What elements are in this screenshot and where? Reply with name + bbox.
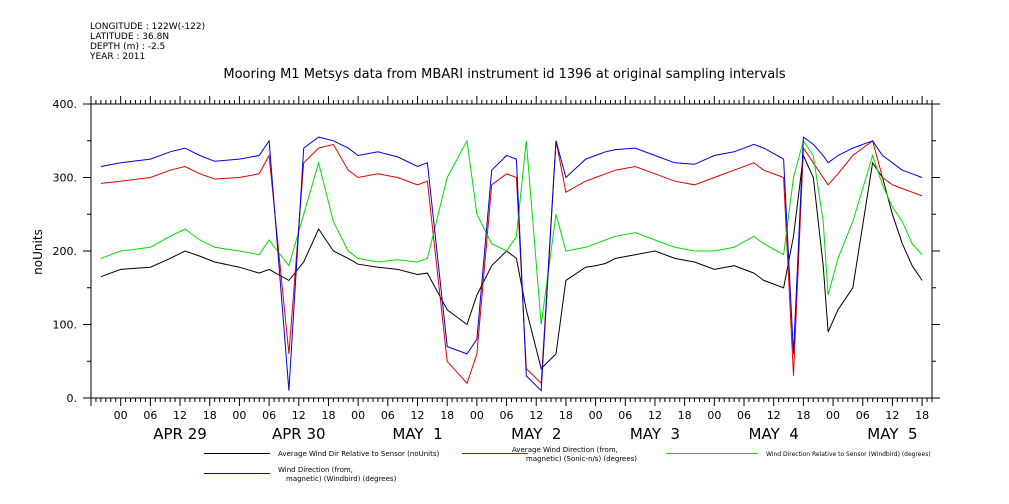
x-hour-tick-label: 18 [203, 409, 217, 422]
x-day-label: MAY 3 [630, 425, 680, 443]
legend-label: Wind Direction (from, [278, 466, 353, 474]
x-day-label: APR 30 [272, 425, 326, 443]
x-hour-tick-label: 06 [618, 409, 632, 422]
x-hour-tick-label: 06 [500, 409, 514, 422]
x-day-label: MAY 2 [511, 425, 561, 443]
axes: 0. 100. 200. 300. 400. 00 06 12 18 00 06 12 18 00 06 12… [53, 96, 940, 443]
longitude-label: LONGITUDE : 122W(-122) [90, 22, 206, 32]
legend-swatch-blue [204, 473, 270, 474]
x-hour-tick-label: 00 [826, 409, 840, 422]
x-hour-tick-label: 12 [173, 409, 187, 422]
x-hour-tick-label: 00 [232, 409, 246, 422]
x-hour-tick-label: 18 [678, 409, 692, 422]
x-hour-tick-label: 18 [915, 409, 929, 422]
x-hour-tick-label: 06 [262, 409, 276, 422]
legend-label: Wind Direction Relative to Sensor (Windb… [766, 451, 931, 458]
x-day-label: MAY 1 [392, 425, 442, 443]
x-day-label: MAY 5 [867, 425, 917, 443]
legend-label: Average Wind Direction (from, [512, 446, 618, 454]
x-hour-tick-label: 12 [411, 409, 425, 422]
x-hour-tick-label: 12 [648, 409, 662, 422]
x-day-label: APR 29 [153, 425, 207, 443]
x-hour-tick-label: 06 [737, 409, 751, 422]
year-label: YEAR : 2011 [90, 52, 146, 62]
x-hour-tick-label: 06 [856, 409, 870, 422]
y-tick-label: 100. [53, 319, 78, 332]
x-hour-tick-label: 00 [707, 409, 721, 422]
depth-label: DEPTH (m) : -2.5 [90, 42, 166, 52]
y-tick-label: 0. [67, 392, 78, 405]
y-axis-label: noUnits [31, 229, 45, 275]
y-tick-label: 400. [53, 98, 78, 111]
legend-label: Average Wind Dir Relative to Sensor (noU… [278, 450, 440, 458]
y-tick-label: 200. [53, 245, 78, 258]
x-hour-tick-label: 00 [470, 409, 484, 422]
x-hour-tick-label: 18 [321, 409, 335, 422]
x-hour-tick-label: 18 [796, 409, 810, 422]
x-hour-tick-label: 18 [440, 409, 454, 422]
series-line-1 [100, 139, 923, 385]
legend-label: magnetic) (Windbird) (degrees) [286, 475, 397, 483]
y-tick-label: 300. [53, 172, 78, 185]
x-hour-tick-label: 12 [292, 409, 306, 422]
series-layer [100, 136, 923, 392]
x-hour-tick-label: 18 [559, 409, 573, 422]
x-hour-tick-label: 12 [767, 409, 781, 422]
x-hour-tick-label: 00 [589, 409, 603, 422]
series-line-3 [100, 136, 923, 392]
latitude-label: LATITUDE : 36.8N [90, 32, 170, 42]
x-hour-tick-label: 06 [381, 409, 395, 422]
x-hour-tick-label: 00 [114, 409, 128, 422]
legend-swatch-green [666, 453, 758, 454]
legend-swatch-red [462, 453, 528, 454]
plot-frame [90, 103, 933, 399]
series-line-0 [100, 153, 923, 370]
x-day-label: MAY 4 [749, 425, 799, 443]
x-hour-tick-label: 00 [351, 409, 365, 422]
x-hour-tick-label: 12 [529, 409, 543, 422]
x-hour-tick-label: 06 [143, 409, 157, 422]
metadata-block: LONGITUDE : 122W(-122) LATITUDE : 36.8N … [90, 22, 205, 62]
chart-title: Mooring M1 Metsys data from MBARI instru… [223, 67, 786, 82]
legend-swatch-black [204, 453, 270, 454]
legend-label: magnetic) (Sonic-n/s) (degrees) [526, 455, 638, 463]
x-hour-tick-label: 12 [885, 409, 899, 422]
